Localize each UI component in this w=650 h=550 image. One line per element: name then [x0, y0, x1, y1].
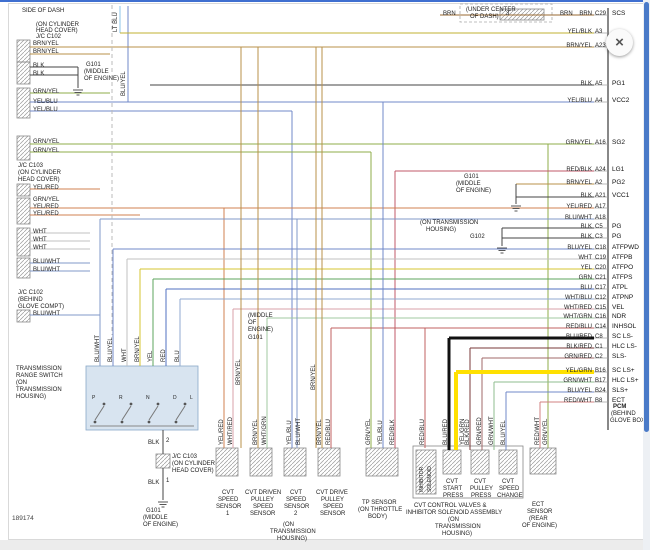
connector-box — [215, 447, 239, 477]
connector-box — [415, 449, 437, 495]
diagram-number: 189174 — [12, 515, 34, 522]
connector-box — [16, 61, 31, 85]
connector-box — [16, 309, 31, 323]
switch-contact-dot — [93, 420, 97, 424]
switch-contact-arm[interactable] — [175, 405, 186, 421]
switch-contact-dot — [183, 402, 187, 406]
switch-contact-dot — [120, 420, 124, 424]
switch-contact-dot — [147, 420, 151, 424]
connector-box — [155, 453, 171, 469]
ground-symbol — [511, 205, 521, 212]
ground-symbol — [497, 247, 507, 254]
switch-contact-arm[interactable] — [148, 405, 159, 421]
connector-box — [16, 183, 31, 197]
switch-contact-dot — [129, 402, 133, 406]
page-margin — [0, 540, 643, 550]
connector-box — [470, 449, 490, 475]
range-switch-box — [85, 365, 199, 431]
window-top-border — [0, 0, 650, 2]
connector-box — [442, 449, 462, 475]
connector-box — [16, 39, 31, 63]
connector-box — [317, 447, 341, 477]
solenoid-assembly-box — [412, 445, 524, 499]
switch-contact-arm[interactable] — [94, 405, 105, 421]
switch-contact-arm[interactable] — [121, 405, 132, 421]
scrollbar-thumb[interactable] — [644, 2, 649, 432]
dash-boundary-box — [459, 3, 553, 23]
connector-box — [16, 135, 31, 161]
switch-contact-dot — [174, 420, 178, 424]
connector-box — [498, 449, 518, 475]
connector-box — [249, 447, 273, 477]
connector-box — [365, 447, 399, 477]
switch-contact-dot — [156, 402, 160, 406]
connector-box — [16, 227, 31, 257]
switch-contact-dot — [102, 402, 106, 406]
ground-symbol — [73, 89, 83, 96]
connector-box — [16, 257, 31, 279]
close-button[interactable]: × — [606, 29, 633, 56]
connector-box — [16, 87, 31, 119]
ground-symbol — [158, 501, 168, 508]
connector-box — [283, 447, 307, 477]
connector-box — [529, 447, 557, 475]
connector-box — [16, 197, 31, 225]
